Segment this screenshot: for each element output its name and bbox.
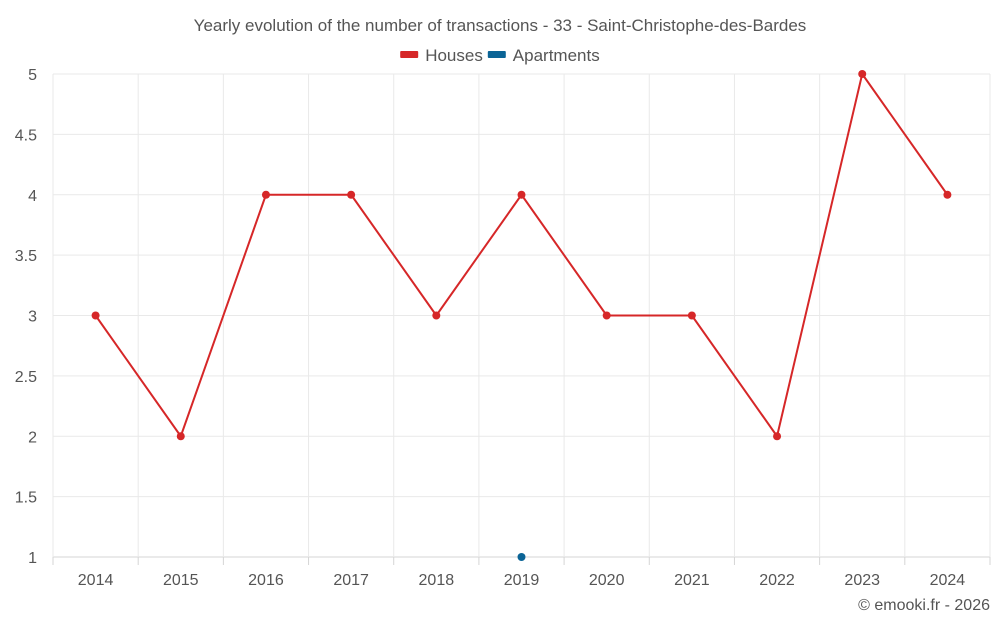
y-tick-label: 4.5	[15, 127, 37, 144]
y-tick-label: 2	[28, 429, 37, 446]
data-point-houses	[176, 432, 185, 441]
data-point-houses	[602, 311, 611, 320]
x-tick-label: 2019	[504, 572, 540, 589]
data-point-houses	[517, 190, 526, 199]
x-tick-label: 2022	[759, 572, 795, 589]
data-point-houses	[432, 311, 441, 320]
series-layer	[91, 70, 952, 561]
y-tick-label: 1	[28, 550, 37, 567]
copyright-credit: © emooki.fr - 2026	[858, 597, 990, 614]
y-axis: 1 1.5 2 2.5 3 3.5 4 4.5 5	[15, 67, 37, 567]
grid-lines	[52, 73, 991, 558]
y-tick-label: 4	[28, 188, 37, 205]
chart-title: Yearly evolution of the number of transa…	[194, 16, 807, 35]
y-tick-label: 1.5	[15, 490, 37, 507]
y-tick-label: 3.5	[15, 248, 37, 265]
y-tick-label: 2.5	[15, 369, 37, 386]
data-point-houses	[773, 432, 782, 441]
data-point-houses	[91, 311, 100, 320]
x-axis: 2014 2015 2016 2017 2018 2019 2020 2021 2022 2023…	[52, 557, 991, 589]
x-tick-label: 2021	[674, 572, 710, 589]
x-tick-label: 2015	[163, 572, 199, 589]
legend-label: Houses	[425, 46, 483, 65]
y-tick-label: 3	[28, 309, 37, 326]
x-tick-label: 2023	[844, 572, 880, 589]
legend-label: Apartments	[513, 46, 600, 65]
data-point-houses	[687, 311, 696, 320]
legend-swatch	[400, 51, 419, 58]
data-point-houses	[943, 190, 952, 199]
legend-item-houses: Houses	[400, 46, 483, 65]
x-tick-label: 2018	[419, 572, 455, 589]
legend-item-apartments: Apartments	[487, 46, 600, 65]
data-point-houses	[261, 190, 270, 199]
x-tick-label: 2024	[930, 572, 966, 589]
data-point-houses	[347, 190, 356, 199]
data-point-houses	[858, 70, 867, 78]
legend-swatch	[487, 51, 506, 58]
legend: Houses Apartments	[400, 46, 600, 65]
x-tick-label: 2016	[248, 572, 284, 589]
y-tick-label: 5	[28, 67, 37, 84]
x-tick-label: 2014	[78, 572, 114, 589]
x-tick-label: 2020	[589, 572, 625, 589]
x-tick-label: 2017	[333, 572, 369, 589]
data-point-apartments	[517, 553, 526, 561]
